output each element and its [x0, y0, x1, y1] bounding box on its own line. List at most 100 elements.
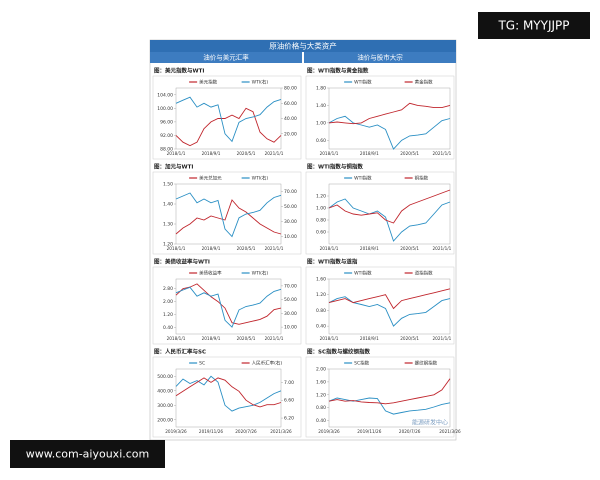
- chart-frame: [152, 266, 302, 345]
- legend-label: SC: [199, 361, 205, 367]
- legend-label: WTI指数: [354, 79, 372, 86]
- y-tick-label: 88.00: [160, 147, 173, 153]
- x-tick-label: 2018/1/1: [167, 151, 186, 156]
- chart-frame: [305, 75, 455, 160]
- x-tick-label: 2018/1/1: [320, 246, 339, 251]
- series-line: [175, 192, 282, 238]
- legend-label: 铜指数: [415, 175, 429, 182]
- legend-label: 人民币汇率(右): [252, 360, 283, 367]
- legend-label: WTI(右): [252, 270, 269, 277]
- chart-title: 图：WTI指数与道指: [307, 258, 358, 266]
- y-tick-label: 1.20: [316, 292, 326, 298]
- x-tick-label: 2018/9/1: [202, 336, 221, 341]
- series-line: [175, 199, 282, 235]
- y2-tick-label: 30.00: [284, 219, 297, 225]
- chart-frame: [152, 75, 302, 160]
- legend-label: 美元指数: [199, 79, 217, 86]
- series-line: [328, 115, 451, 150]
- plot-area: [328, 278, 451, 335]
- x-tick-label: 2021/1/1: [433, 151, 452, 156]
- x-tick-label: 2021/1/1: [433, 336, 452, 341]
- series-line: [175, 377, 282, 408]
- x-tick-label: 2021/1/1: [265, 151, 284, 156]
- header-bar: [150, 40, 456, 52]
- legend-label: WTI指数: [354, 270, 372, 277]
- chart-title: 图：加元与WTI: [154, 163, 193, 171]
- subheader-right-text: 油价与股市大宗: [357, 53, 403, 62]
- site-text: www.com-aiyouxi.com: [26, 448, 150, 461]
- y2-tick-label: 6.60: [284, 398, 294, 404]
- x-tick-label: 2018/9/1: [202, 151, 221, 156]
- x-tick-label: 2019/11/26: [199, 429, 223, 434]
- y2-tick-label: 70.00: [284, 283, 297, 289]
- x-tick-label: 2020/7/26: [235, 429, 257, 434]
- series-line: [328, 397, 451, 415]
- x-tick-label: 2021/1/1: [265, 336, 284, 341]
- x-tick-label: 2018/9/1: [360, 336, 379, 341]
- y-tick-label: 1.60: [316, 379, 326, 385]
- series-line: [175, 375, 282, 412]
- series-line: [328, 296, 451, 327]
- y-tick-label: 1.20: [163, 312, 173, 318]
- y2-tick-label: 50.00: [284, 204, 297, 210]
- x-tick-label: 2021/3/26: [439, 429, 461, 434]
- legend-label: 黄金指数: [415, 79, 433, 86]
- y-tick-label: 0.80: [316, 218, 326, 224]
- legend-label: SC指数: [354, 360, 369, 367]
- x-tick-label: 2021/3/26: [270, 429, 292, 434]
- chart-title: 图：美债收益率与WTI: [154, 258, 210, 266]
- x-tick-label: 2018/1/1: [320, 336, 339, 341]
- subheader-right: [304, 52, 456, 63]
- x-tick-label: 2018/9/1: [202, 246, 221, 251]
- x-tick-label: 2020/7/26: [399, 429, 421, 434]
- y-tick-label: 0.80: [316, 308, 326, 314]
- x-tick-label: 2021/1/1: [265, 246, 284, 251]
- chart-frame: [305, 171, 455, 255]
- x-tick-label: 2020/5/1: [400, 246, 419, 251]
- y-tick-label: 500.00: [157, 374, 173, 380]
- y-tick-label: 1.40: [316, 103, 326, 109]
- y-tick-label: 200.00: [157, 417, 173, 423]
- site-badge: [10, 440, 165, 468]
- y-tick-label: 1.20: [316, 392, 326, 398]
- y2-tick-label: 80.00: [284, 86, 297, 92]
- document: [149, 39, 457, 441]
- series-line: [175, 107, 282, 147]
- legend-label: WTI(右): [252, 175, 269, 182]
- series-line: [328, 378, 451, 405]
- y-tick-label: 1.60: [316, 277, 326, 283]
- series-line: [328, 288, 451, 310]
- y-tick-label: 1.80: [316, 86, 326, 92]
- y2-tick-label: 60.00: [284, 101, 297, 107]
- y-tick-label: 0.60: [316, 230, 326, 236]
- y2-tick-label: 20.00: [284, 131, 297, 137]
- series-line: [175, 96, 282, 143]
- y2-tick-label: 40.00: [284, 116, 297, 122]
- plot-area: [175, 368, 282, 428]
- watermark: 能源研发中心: [412, 419, 448, 427]
- y2-tick-label: 50.00: [284, 297, 297, 303]
- y-tick-label: 0.40: [163, 325, 173, 331]
- y2-tick-label: 10.00: [284, 234, 297, 240]
- y2-tick-label: 70.00: [284, 189, 297, 195]
- legend-label: 美元兑加元: [199, 175, 222, 182]
- y-tick-label: 104.00: [157, 92, 173, 98]
- y2-tick-label: 10.00: [284, 325, 297, 331]
- chart-frame: [305, 266, 455, 345]
- tg-badge: [478, 12, 590, 39]
- series-line: [328, 102, 451, 125]
- chart-title: 图：WTI指数与黄金指数: [307, 67, 369, 75]
- y-tick-label: 1.00: [316, 206, 326, 212]
- x-tick-label: 2019/3/26: [165, 429, 187, 434]
- chart-title: 图：WTI指数与铜指数: [307, 163, 363, 171]
- x-tick-label: 2018/1/1: [167, 336, 186, 341]
- x-tick-label: 2018/1/1: [320, 151, 339, 156]
- legend-label: WTI指数: [354, 175, 372, 182]
- plot-area: [328, 368, 451, 428]
- chart-title: 图：人民币汇率与SC: [154, 348, 206, 356]
- y-tick-label: 100.00: [157, 106, 173, 112]
- subheader-left-text: 油价与美元汇率: [203, 53, 249, 62]
- y-tick-label: 96.00: [160, 119, 173, 125]
- x-tick-label: 2020/5/1: [400, 151, 419, 156]
